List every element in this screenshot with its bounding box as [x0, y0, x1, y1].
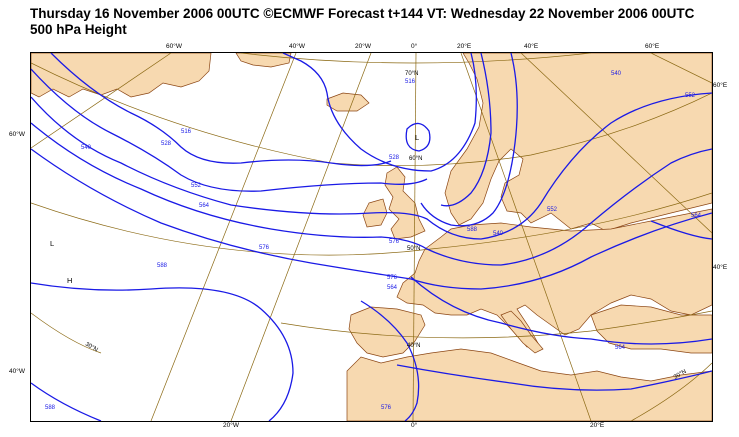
contour-564	[31, 122, 712, 266]
latitude-labels: 70°N 60°N 50°N 40°N 30°N 30°N	[84, 71, 688, 381]
lon-label-left-40w: 40°W	[9, 368, 25, 375]
north-africa-land	[346, 348, 712, 421]
contour-label-528: 528	[161, 141, 172, 147]
europe-land	[396, 208, 712, 348]
graticule-meridian-0	[412, 53, 417, 421]
lon-label-top-40e: 40°E	[524, 43, 539, 50]
contour-564-med	[650, 220, 712, 240]
contour-label-564: 564	[199, 203, 210, 209]
contour-label-552: 552	[191, 183, 202, 189]
contour-528-east	[440, 53, 492, 207]
height-contours	[31, 53, 712, 421]
lat-label-40n: 40°N	[407, 343, 420, 349]
contour-552	[31, 92, 712, 240]
contour-540-west	[31, 68, 428, 192]
chart-title: Thursday 16 November 2006 00UTC ©ECMWF F…	[30, 6, 695, 21]
contour-label-564-mid: 564	[387, 285, 398, 291]
contour-label-552-mid: 552	[547, 207, 558, 213]
lon-label-top-40w: 40°W	[289, 43, 305, 50]
great-britain-land	[384, 166, 426, 240]
contour-576-med	[410, 276, 712, 345]
iceland-land	[326, 92, 370, 112]
graticule	[31, 53, 712, 421]
lat-label-30n-right: 30°N	[673, 369, 688, 381]
contour-label-588-sw: 588	[45, 405, 56, 411]
contour-label-540: 540	[81, 145, 92, 151]
map-frame: L L H 70°N 60°N 50°N 40°N 30°N 30°N 516 …	[30, 52, 713, 422]
pressure-centers: L L H	[50, 133, 419, 285]
contour-516	[282, 53, 477, 172]
contour-label-588: 588	[157, 263, 168, 269]
contour-label-576-africa: 576	[381, 405, 392, 411]
lon-label-top-60w: 60°W	[166, 43, 182, 50]
graticule-meridian-60w	[31, 53, 172, 149]
contour-label-564-med: 564	[615, 345, 626, 351]
lon-label-top-20w: 20°W	[355, 43, 371, 50]
lat-label-50n: 50°N	[407, 246, 420, 252]
graticule-parallel-70n	[240, 53, 592, 64]
lat-label-60n: 60°N	[409, 156, 422, 162]
italy-land	[500, 310, 544, 354]
chart-subtitle: 500 hPa Height	[30, 22, 127, 37]
forecast-map: L L H 70°N 60°N 50°N 40°N 30°N 30°N 516 …	[31, 53, 712, 421]
contour-label-564-east: 564	[691, 213, 702, 219]
lon-label-top-0: 0°	[411, 43, 418, 50]
contour-528-west	[50, 53, 392, 167]
lon-label-top-20e: 20°E	[457, 43, 472, 50]
graticule-meridian-40e	[520, 53, 712, 234]
lon-label-right-60e: 60°E	[713, 82, 728, 89]
contour-576-iberia	[360, 300, 420, 421]
graticule-meridian-20e	[460, 53, 592, 421]
lon-label-right-40e: 40°E	[713, 264, 728, 271]
lon-label-bottom-20w: 20°W	[223, 422, 239, 429]
lat-label-70n: 70°N	[405, 71, 418, 77]
contour-588-south	[31, 382, 102, 421]
contour-588-med	[396, 364, 712, 391]
contour-label-528-mid: 528	[389, 155, 400, 161]
contour-label-516-north: 516	[405, 79, 416, 85]
lon-label-bottom-0: 0°	[411, 422, 418, 429]
contour-516-ring	[405, 122, 431, 152]
lon-label-bottom-20e: 20°E	[590, 422, 605, 429]
high-center-atlantic: H	[67, 276, 72, 285]
contour-label-576: 576	[259, 245, 270, 251]
graticule-parallel-30n-left	[31, 312, 102, 354]
low-center-west: L	[50, 239, 54, 248]
contour-label-576-mid: 576	[389, 239, 400, 245]
low-center-iceland: L	[415, 133, 419, 142]
contour-588-arc	[31, 282, 294, 421]
contour-label-540-mid: 540	[493, 231, 504, 237]
graticule-meridian-20w	[230, 53, 372, 421]
graticule-parallel-60n	[31, 62, 712, 167]
contour-540-east	[420, 53, 518, 227]
contour-label-588-mid: 588	[467, 227, 478, 233]
contour-label-576-uk: 576	[387, 275, 398, 281]
land-areas	[31, 53, 712, 421]
contour-label-516: 516	[181, 129, 192, 135]
contour-labels: 516 528 540 552 564 576 588 540 552 564 …	[45, 71, 702, 411]
lon-label-top-60e: 60°E	[645, 43, 660, 50]
lat-label-30n-left: 30°N	[84, 342, 99, 354]
graticule-parallel-40n	[280, 310, 712, 339]
contour-576	[31, 148, 712, 290]
graticule-parallel-50n	[31, 192, 712, 256]
graticule-parallel-30n-right	[630, 362, 712, 421]
greenland-land	[31, 53, 212, 98]
lon-label-left-60w: 60°W	[9, 131, 25, 138]
graticule-meridian-60e	[650, 53, 712, 84]
contour-label-552-east: 552	[685, 93, 696, 99]
contour-label-540-east: 540	[611, 71, 622, 77]
graticule-meridian-40w	[150, 53, 297, 421]
